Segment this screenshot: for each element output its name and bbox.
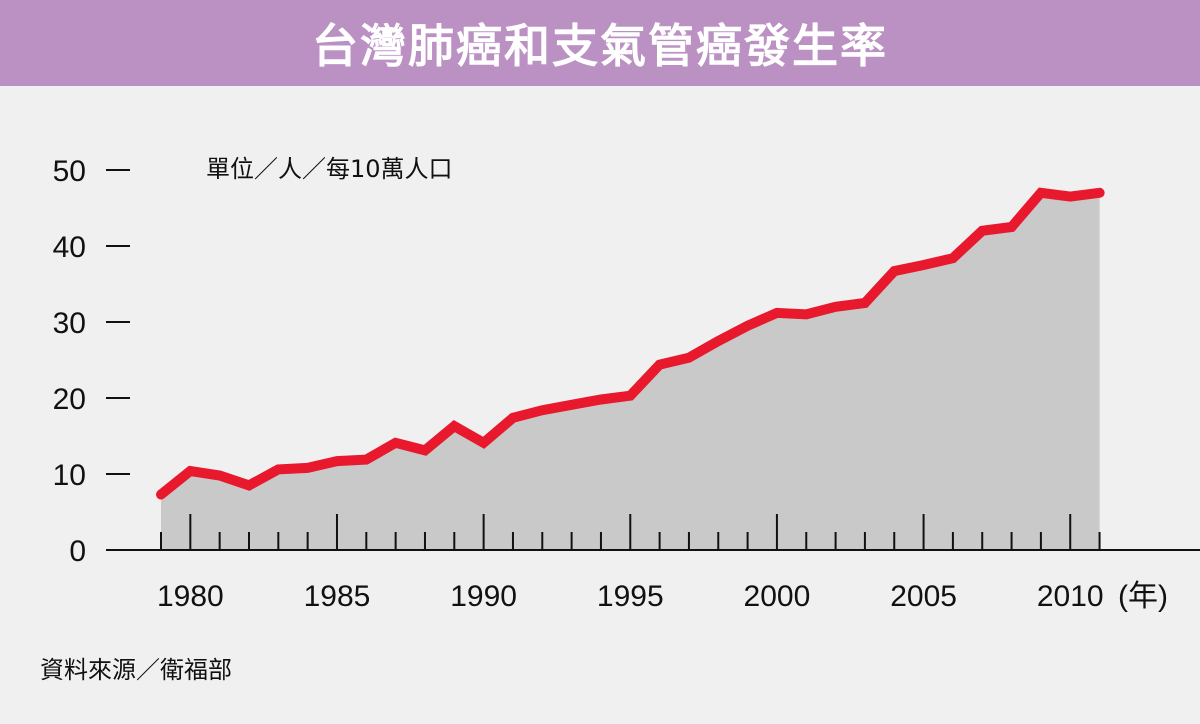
data-point — [688, 357, 690, 359]
x-tick-label: 2005 — [890, 580, 957, 613]
data-point — [1040, 192, 1042, 194]
data-point — [571, 404, 573, 406]
x-tick-label: 2000 — [744, 580, 811, 613]
y-tick-label: 30 — [53, 307, 86, 340]
data-point — [336, 460, 338, 462]
x-tick-label: 1995 — [597, 580, 664, 613]
data-point — [952, 257, 954, 259]
data-point — [483, 442, 485, 444]
data-line — [156, 187, 1105, 500]
y-tick-label: 0 — [69, 535, 86, 568]
area-fill — [161, 192, 1100, 551]
data-point — [189, 470, 191, 472]
data-point — [659, 364, 661, 366]
data-point — [864, 302, 866, 304]
data-point — [629, 395, 631, 397]
data-point — [512, 417, 514, 419]
unit-label: 單位／人／每10萬人口 — [206, 155, 453, 183]
data-point — [424, 449, 426, 451]
data-point — [835, 306, 837, 308]
y-tick-label: 20 — [53, 383, 86, 416]
data-point — [248, 484, 250, 486]
x-tick-label: 1985 — [304, 580, 371, 613]
data-point — [307, 467, 309, 469]
data-point — [981, 230, 983, 232]
data-point — [717, 340, 719, 342]
data-point — [1011, 226, 1013, 228]
data-point — [747, 325, 749, 327]
y-tick-label: 10 — [53, 459, 86, 492]
chart-area: 1980 1985 1990 1995 2000 2005 2010 0 10 20 30 40 50… — [53, 155, 1200, 613]
data-point — [1099, 192, 1101, 194]
x-unit-label: (年) — [1118, 580, 1168, 613]
data-point — [923, 264, 925, 266]
x-tick-label: 2010 — [1037, 580, 1104, 613]
area-fill-group — [161, 192, 1100, 551]
data-point — [776, 312, 778, 314]
x-tick-label: 1990 — [450, 580, 517, 613]
data-point — [365, 459, 367, 461]
data-point — [395, 442, 397, 444]
data-point — [600, 399, 602, 401]
data-point — [805, 313, 807, 315]
data-point — [219, 475, 221, 477]
data-line-group — [156, 187, 1105, 500]
data-point — [453, 425, 455, 427]
y-tick-label: 50 — [53, 155, 86, 188]
x-tick-label: 1980 — [157, 580, 224, 613]
data-point — [893, 270, 895, 272]
data-point — [541, 409, 543, 411]
data-point — [1069, 196, 1071, 198]
title-banner: 台灣肺癌和支氣管癌發生率 — [0, 0, 1200, 86]
data-point — [277, 468, 279, 470]
source-label: 資料來源／衛福部 — [40, 656, 232, 684]
y-axis: 0 10 20 30 40 50 — [53, 155, 130, 568]
x-axis: 1980 1985 1990 1995 2000 2005 2010 — [106, 514, 1200, 613]
chart-title: 台灣肺癌和支氣管癌發生率 — [312, 19, 888, 73]
y-tick-label: 40 — [53, 231, 86, 264]
data-point — [160, 494, 162, 496]
